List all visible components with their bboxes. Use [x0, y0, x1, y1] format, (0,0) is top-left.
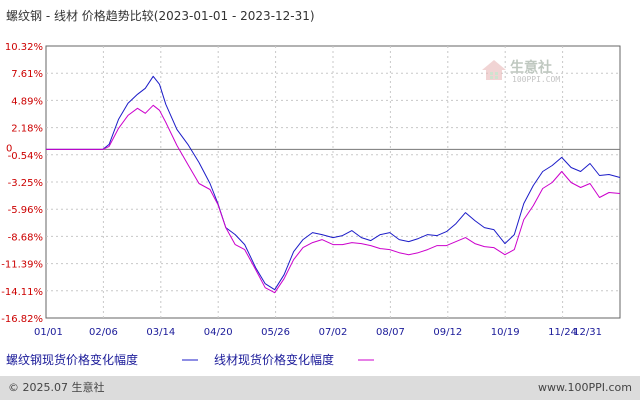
x-tick-label: 12/31: [573, 327, 602, 338]
watermark-name: 生意社: [510, 59, 552, 76]
x-tick-label: 08/07: [376, 327, 405, 338]
y-tick-label: -5.96%: [8, 205, 43, 216]
y-tick-label: -11.39%: [1, 260, 43, 271]
y-tick-label: 7.61%: [11, 69, 43, 80]
y-tick-label: 4.89%: [11, 96, 43, 107]
x-axis-ticks: 01/01 02/06 03/14 04/20 05/26 07/02 08/07 09/12…: [34, 327, 602, 338]
x-tick-label: 01/01: [34, 327, 63, 338]
grid-lines: [46, 46, 620, 318]
watermark-logo: 生意社 100PPI.COM: [482, 59, 560, 84]
legend-label-wire: 线材现货价格变化幅度: [214, 352, 334, 367]
y-tick-label: 2.18%: [11, 124, 43, 135]
series-line-rebar: [46, 75, 621, 291]
footer-copyright: © 2025.07 生意社: [8, 380, 104, 394]
zero-line: 0: [6, 143, 620, 154]
y-tick-label: -8.68%: [8, 232, 43, 243]
chart-title: 螺纹钢 - 线材 价格趋势比较(2023-01-01 - 2023-12-31): [6, 8, 315, 23]
x-tick-label: 04/20: [204, 327, 233, 338]
series-line-wire: [46, 104, 621, 294]
x-tick-label: 02/06: [89, 327, 118, 338]
y-tick-label: 10.32%: [5, 42, 43, 53]
footer-site: www.100PPI.com: [538, 381, 632, 394]
watermark-site: 100PPI.COM: [512, 75, 560, 84]
x-tick-label: 05/26: [261, 327, 290, 338]
x-tick-label: 11/24: [548, 327, 577, 338]
y-tick-label: -0.54%: [8, 151, 43, 162]
y-tick-label: -3.25%: [8, 178, 43, 189]
footer-bar: [0, 376, 640, 400]
y-axis-ticks: 10.32% 7.61% 4.89% 2.18% -0.54% -3.25% -5.96% -…: [1, 42, 43, 325]
y-tick-label: -16.82%: [1, 314, 43, 325]
x-tick-label: 03/14: [146, 327, 175, 338]
series-lines: [46, 75, 621, 294]
x-tick-label: 07/02: [319, 327, 348, 338]
zero-label: 0: [6, 143, 12, 154]
y-tick-label: -14.11%: [1, 287, 43, 298]
legend-label-rebar: 螺纹钢现货价格变化幅度: [6, 352, 138, 367]
legend: 螺纹钢现货价格变化幅度 线材现货价格变化幅度: [6, 352, 374, 367]
x-tick-label: 10/19: [491, 327, 520, 338]
x-tick-label: 09/12: [433, 327, 462, 338]
